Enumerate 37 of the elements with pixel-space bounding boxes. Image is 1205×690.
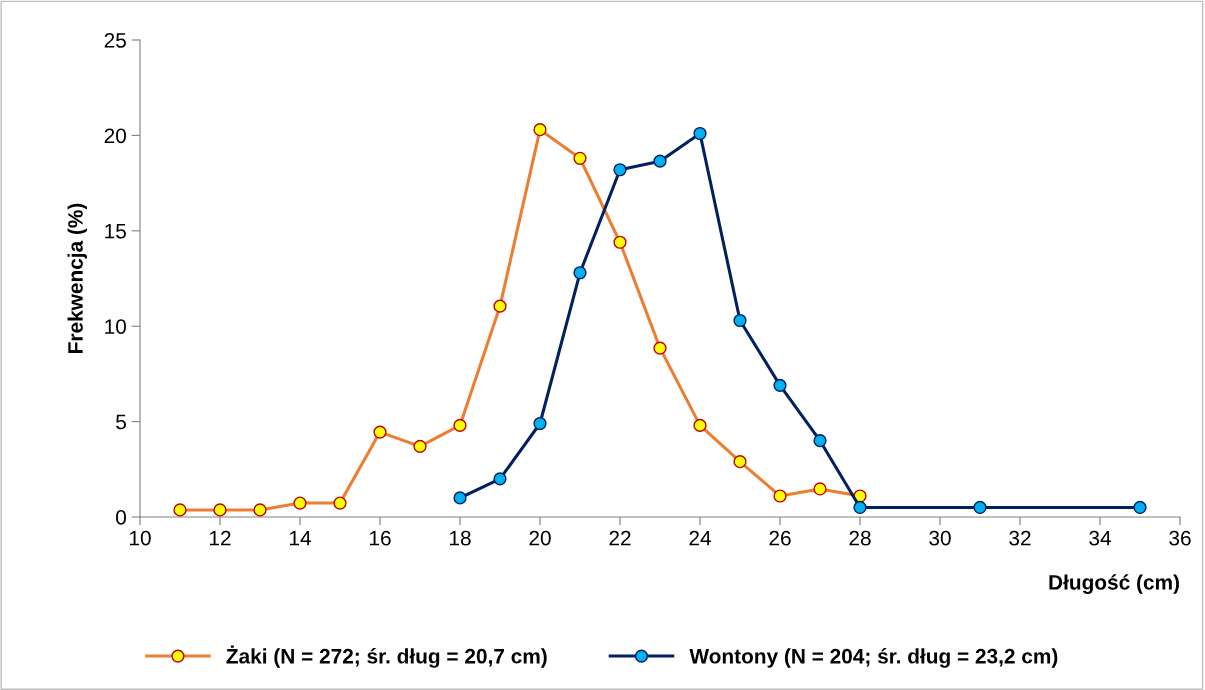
- point: [573, 266, 587, 280]
- x-tick-label: 18: [450, 530, 471, 546]
- x-tick-label: 26: [769, 530, 791, 546]
- x-tick-label: 32: [1009, 530, 1031, 546]
- point: [653, 154, 667, 168]
- point: [453, 491, 467, 505]
- point: [853, 500, 867, 515]
- y-tick-label: 5: [116, 414, 126, 430]
- x-tick-label: 28: [849, 530, 871, 546]
- y-tick-label: 20: [104, 128, 126, 144]
- x-tick-label: 14: [290, 530, 311, 546]
- x-tick-label: 36: [1169, 530, 1191, 546]
- point: [813, 434, 827, 448]
- legend-label: Wontony (N = 204; śr. dług = 23,2 cm): [689, 648, 1058, 668]
- y-axis-title: Frekwencja (%): [67, 203, 87, 353]
- point: [693, 126, 707, 141]
- x-tick-label: 20: [529, 530, 551, 546]
- x-tick-label: 30: [929, 530, 951, 546]
- point: [493, 472, 507, 486]
- x-tick-label: 24: [689, 530, 711, 546]
- legend-label: Żaki (N = 272; śr. dług = 20,7 cm): [226, 645, 547, 668]
- x-tick-label: 16: [370, 530, 391, 546]
- y-tick-label: 15: [105, 224, 126, 239]
- point: [973, 500, 987, 515]
- x-tick-label: 22: [609, 530, 631, 546]
- x-axis-title: Długość (cm): [1049, 574, 1179, 594]
- point: [613, 163, 627, 177]
- point: [773, 378, 787, 392]
- point: [1133, 500, 1147, 515]
- y-tick-label: 25: [104, 33, 126, 48]
- y-tick-label: 0: [116, 510, 126, 525]
- x-tick-label: 10: [130, 530, 151, 546]
- x-tick-label: 12: [210, 530, 231, 546]
- point: [733, 313, 747, 328]
- point: [533, 416, 547, 431]
- x-tick-label: 34: [1089, 530, 1111, 546]
- y-tick-label: 10: [105, 319, 126, 334]
